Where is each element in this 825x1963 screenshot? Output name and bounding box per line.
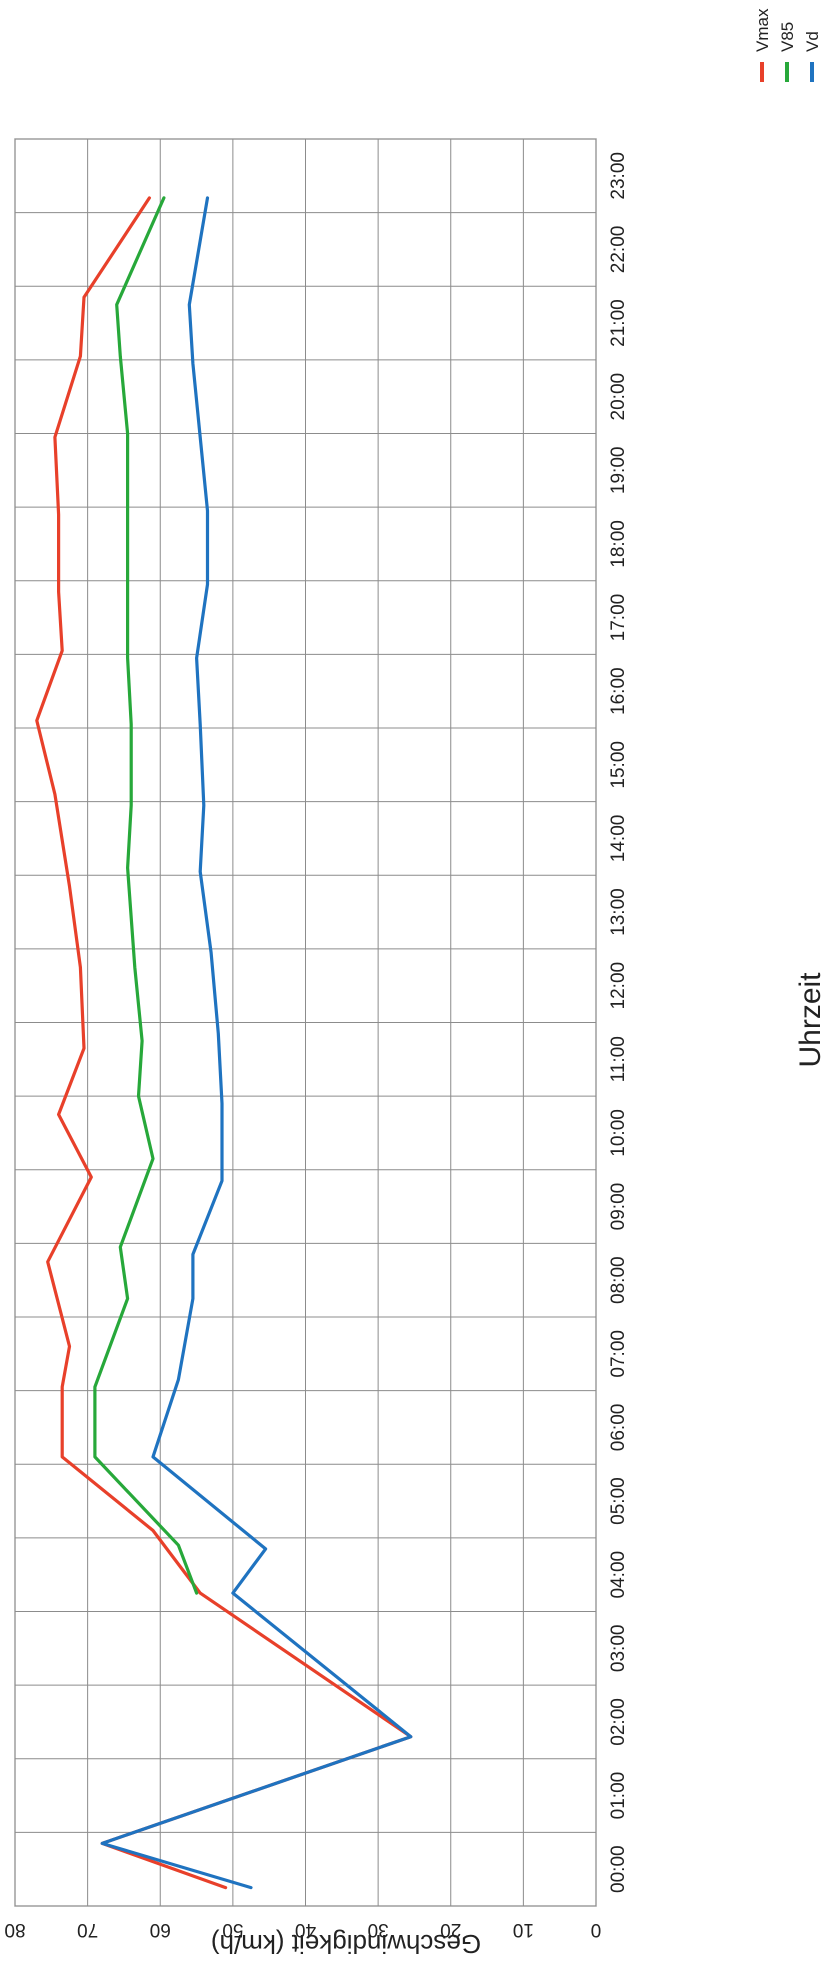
y-tick-labels: 0 10 20 30 40 50 60 70 80 — [4, 1919, 601, 1940]
x-tick-label: 17:00 — [608, 594, 629, 642]
x-tick-label: 18:00 — [608, 520, 629, 568]
x-axis-label: Uhrzeit — [794, 972, 825, 1068]
x-tick-label: 05:00 — [608, 1477, 629, 1525]
x-tick-label: 22:00 — [608, 226, 629, 274]
legend-label-v85: V85 — [778, 22, 797, 52]
series-lines — [35, 196, 413, 1890]
x-tick-label: 13:00 — [608, 888, 629, 936]
y-tick-label: 40 — [295, 1919, 316, 1940]
y-tick-label: 80 — [4, 1919, 25, 1940]
x-tick-label: 11:00 — [608, 1036, 629, 1082]
x-tick-label: 12:00 — [608, 962, 629, 1010]
x-tick-label: 04:00 — [608, 1551, 629, 1599]
y-tick-label: 30 — [368, 1919, 389, 1940]
x-tick-label: 03:00 — [608, 1625, 629, 1673]
x-tick-label: 14:00 — [608, 815, 629, 863]
x-tick-labels: 00:00 01:00 02:00 03:00 04:00 05:00 06:00 07:00… — [608, 152, 629, 1893]
y-tick-label: 70 — [77, 1919, 98, 1940]
x-tick-label: 19:00 — [608, 447, 629, 495]
legend-label-vd: Vd — [803, 31, 822, 52]
x-tick-label: 07:00 — [608, 1330, 629, 1378]
x-tick-label: 08:00 — [608, 1256, 629, 1304]
x-tick-label: 15:00 — [608, 741, 629, 789]
x-tick-label: 01:00 — [608, 1772, 629, 1820]
x-tick-label: 20:00 — [608, 373, 629, 421]
y-tick-label: 60 — [150, 1919, 171, 1940]
series-line-vmax — [35, 196, 413, 1890]
legend-label-vmax: Vmax — [753, 8, 772, 52]
x-tick-label: 02:00 — [608, 1698, 629, 1746]
x-tick-label: 10:00 — [608, 1109, 629, 1157]
x-tick-label: 16:00 — [608, 667, 629, 715]
y-axis-label: Geschwindigkeit (km/h) — [211, 1929, 481, 1959]
y-tick-label: 20 — [440, 1919, 461, 1940]
x-tick-label: 21:00 — [608, 299, 629, 347]
x-tick-label: 23:00 — [608, 152, 629, 200]
y-tick-label: 50 — [222, 1919, 243, 1940]
x-tick-label: 06:00 — [608, 1404, 629, 1452]
x-tick-label: 00:00 — [608, 1845, 629, 1893]
y-tick-label: 0 — [591, 1919, 602, 1940]
x-tick-label: 09:00 — [608, 1183, 629, 1231]
series-line-vd — [100, 196, 413, 1890]
series-line-v85 — [93, 196, 199, 1595]
legend: Vmax V85 Vd — [753, 8, 822, 82]
grid — [14, 138, 597, 1907]
y-tick-label: 10 — [513, 1919, 534, 1940]
